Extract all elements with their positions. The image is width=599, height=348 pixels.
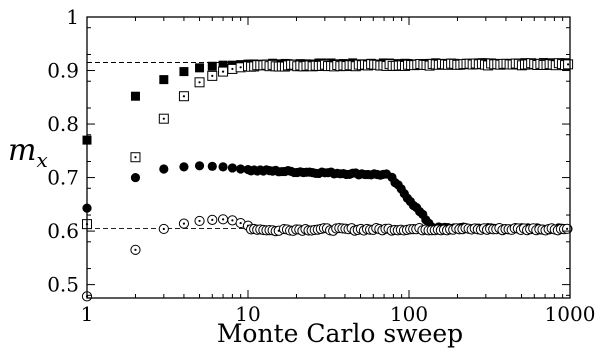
data-point-dotted-open-square <box>207 70 218 81</box>
y-tick-label: 0.6 <box>47 219 79 243</box>
data-point-filled-square <box>207 61 217 71</box>
y-axis-title-main: m <box>8 133 36 168</box>
data-point-filled-circle <box>179 162 189 172</box>
data-point-dotted-open-square <box>194 77 205 88</box>
marker-center-dot <box>134 248 137 251</box>
data-point-open-circle <box>130 244 141 255</box>
y-tick-label: 0.8 <box>47 112 79 136</box>
y-tick-label: 0.5 <box>47 273 79 297</box>
data-point-open-circle <box>194 215 205 227</box>
y-tick-label: 0.7 <box>47 166 79 190</box>
marker-center-dot <box>239 66 242 69</box>
x-tick-label: 10 <box>235 302 260 326</box>
x-tick-label: 1000 <box>545 302 596 326</box>
marker-center-dot <box>221 218 225 221</box>
y-tick-label: 0.9 <box>47 59 79 83</box>
data-point-open-circle <box>207 214 218 225</box>
marker-center-dot <box>182 95 186 98</box>
marker-center-dot <box>566 63 570 66</box>
data-point-dotted-open-square <box>158 113 169 124</box>
data-points <box>81 58 574 302</box>
data-point-filled-circle <box>227 163 237 173</box>
y-axis-title-subscript: x <box>36 148 47 172</box>
data-point-filled-square <box>130 91 140 101</box>
tick-labels: 0.5 0.6 0.7 0.8 0.9 1 1 10 100 1000 <box>47 5 595 326</box>
x-axis-title: Monte Carlo sweep <box>217 319 463 348</box>
data-point-filled-square <box>195 63 205 73</box>
data-point-filled-circle <box>194 161 205 171</box>
data-point-dotted-open-square <box>130 152 141 163</box>
y-axis-title: mx <box>8 133 48 172</box>
marker-center-dot <box>239 221 242 225</box>
data-point-filled-circle <box>236 164 246 174</box>
marker-center-dot <box>231 67 234 71</box>
data-point-filled-square <box>159 75 169 85</box>
marker-center-dot <box>211 218 214 221</box>
plot-frame <box>86 16 571 299</box>
data-point-filled-circle <box>159 164 169 174</box>
x-tick-label: 1 <box>81 302 94 326</box>
marker-center-dot <box>198 81 201 84</box>
data-point-filled-circle <box>218 162 228 172</box>
marker-center-dot <box>182 222 186 225</box>
data-point-open-circle <box>217 214 229 225</box>
data-point-dotted-open-square <box>178 91 189 102</box>
data-point-dotted-open-square <box>227 63 238 74</box>
marker-center-dot <box>231 219 234 222</box>
data-point-filled-square <box>179 67 189 77</box>
data-point-filled-circle <box>130 172 141 183</box>
y-tick-label: 1 <box>66 5 79 29</box>
marker-center-dot <box>162 117 165 120</box>
data-point-filled-circle <box>207 161 217 171</box>
axes <box>86 16 571 299</box>
data-point-open-circle <box>158 223 169 235</box>
marker-center-dot <box>221 70 225 73</box>
marker-center-dot <box>134 156 137 159</box>
data-point-filled-square <box>218 60 228 70</box>
data-point-dotted-open-square <box>218 66 229 77</box>
data-point-open-circle <box>178 218 190 229</box>
data-point-dotted-open-square <box>563 59 574 70</box>
marker-center-dot <box>162 227 165 231</box>
marker-center-dot <box>211 74 214 77</box>
x-tick-label: 100 <box>390 302 428 326</box>
marker-center-dot <box>565 227 569 230</box>
marker-center-dot <box>198 219 201 223</box>
